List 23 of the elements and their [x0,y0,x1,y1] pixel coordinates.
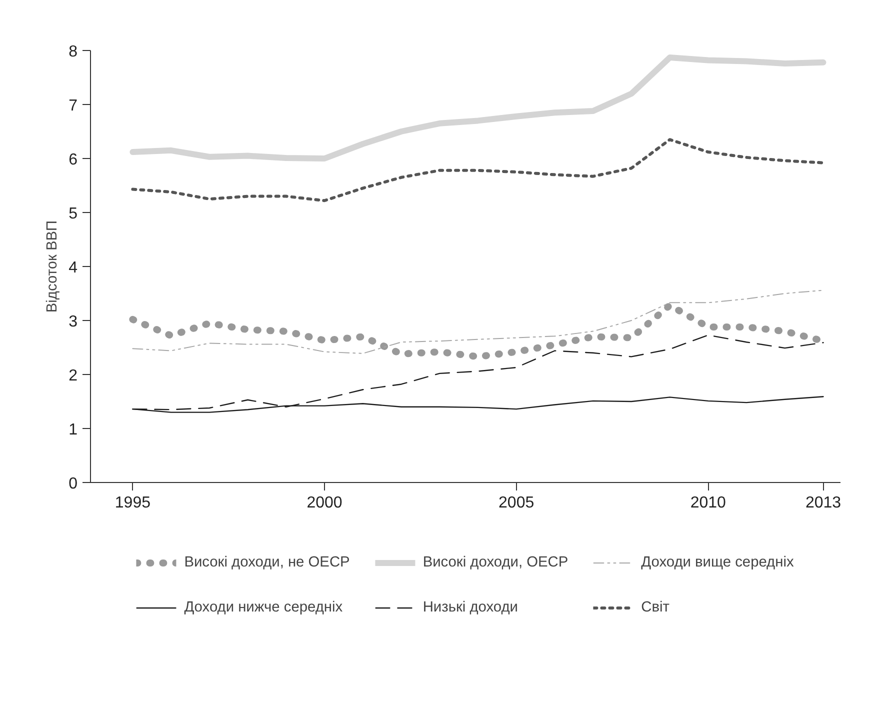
legend-label: Низькі доходи [422,600,518,616]
x-tick-label: 2010 [690,494,726,512]
y-tick-label: 2 [68,368,78,384]
y-tick-label: 7 [68,98,78,114]
legend-label: Доходи нижче середніх [184,600,343,616]
x-tick-label: 1995 [114,494,151,512]
legend-label: Доходи вище середніх [641,554,794,570]
y-tick-label: 4 [68,260,78,276]
legend-label: Світ [641,600,670,616]
x-tick-label: 2005 [498,494,534,512]
y-tick-label: 5 [68,206,78,222]
y-tick-label: 0 [68,476,78,492]
y-axis-title: Відсоток ВВП [44,220,61,313]
y-tick-label: 3 [68,314,78,330]
line-series [132,290,824,354]
line-series [131,138,825,202]
y-tick-label: 8 [68,44,78,60]
legend-label: Високі доходи, ОЕСР [422,554,568,570]
y-tick-label: 6 [68,152,78,168]
x-tick-label: 2013 [805,494,842,512]
legend-label: Високі доходи, не ОЕСР [184,554,350,570]
y-tick-label: 1 [68,422,78,438]
x-tick-label: 2000 [306,494,342,512]
